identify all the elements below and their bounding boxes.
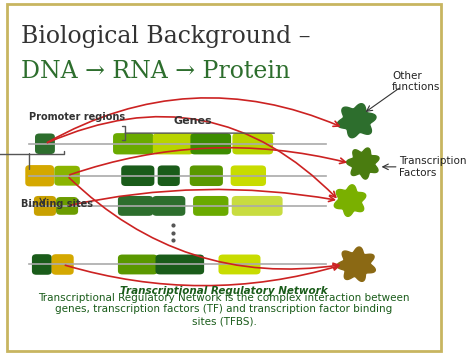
FancyBboxPatch shape <box>158 165 180 186</box>
FancyBboxPatch shape <box>54 166 80 186</box>
FancyBboxPatch shape <box>155 255 204 274</box>
FancyBboxPatch shape <box>219 255 261 274</box>
Polygon shape <box>346 148 379 179</box>
FancyBboxPatch shape <box>52 254 73 275</box>
FancyBboxPatch shape <box>191 133 231 154</box>
FancyBboxPatch shape <box>193 196 228 216</box>
FancyBboxPatch shape <box>25 165 54 186</box>
Text: Transcription
Factors: Transcription Factors <box>399 156 466 178</box>
Polygon shape <box>337 104 376 138</box>
FancyBboxPatch shape <box>153 133 193 154</box>
FancyBboxPatch shape <box>118 255 158 274</box>
FancyBboxPatch shape <box>113 133 154 154</box>
FancyBboxPatch shape <box>118 196 153 216</box>
FancyBboxPatch shape <box>35 133 55 154</box>
FancyBboxPatch shape <box>232 196 283 216</box>
Text: DNA → RNA → Protein: DNA → RNA → Protein <box>21 60 290 83</box>
FancyBboxPatch shape <box>152 196 185 216</box>
Text: Binding sites: Binding sites <box>21 199 92 209</box>
FancyBboxPatch shape <box>32 254 52 275</box>
FancyBboxPatch shape <box>34 196 56 216</box>
Text: Biological Background –: Biological Background – <box>21 25 310 48</box>
Text: Transcriptional Regulatory Network: Transcriptional Regulatory Network <box>120 286 328 296</box>
Text: Genes: Genes <box>174 116 212 126</box>
Text: Transcriptional Regulatory Network is the complex interaction between
genes, tra: Transcriptional Regulatory Network is th… <box>38 293 410 326</box>
Polygon shape <box>337 247 375 282</box>
Text: Other
functions: Other functions <box>392 71 440 92</box>
Text: Promoter regions: Promoter regions <box>29 113 126 122</box>
FancyBboxPatch shape <box>121 165 155 186</box>
FancyBboxPatch shape <box>231 165 266 186</box>
Polygon shape <box>334 185 366 216</box>
FancyBboxPatch shape <box>56 197 78 215</box>
FancyBboxPatch shape <box>232 133 273 154</box>
FancyBboxPatch shape <box>190 165 223 186</box>
